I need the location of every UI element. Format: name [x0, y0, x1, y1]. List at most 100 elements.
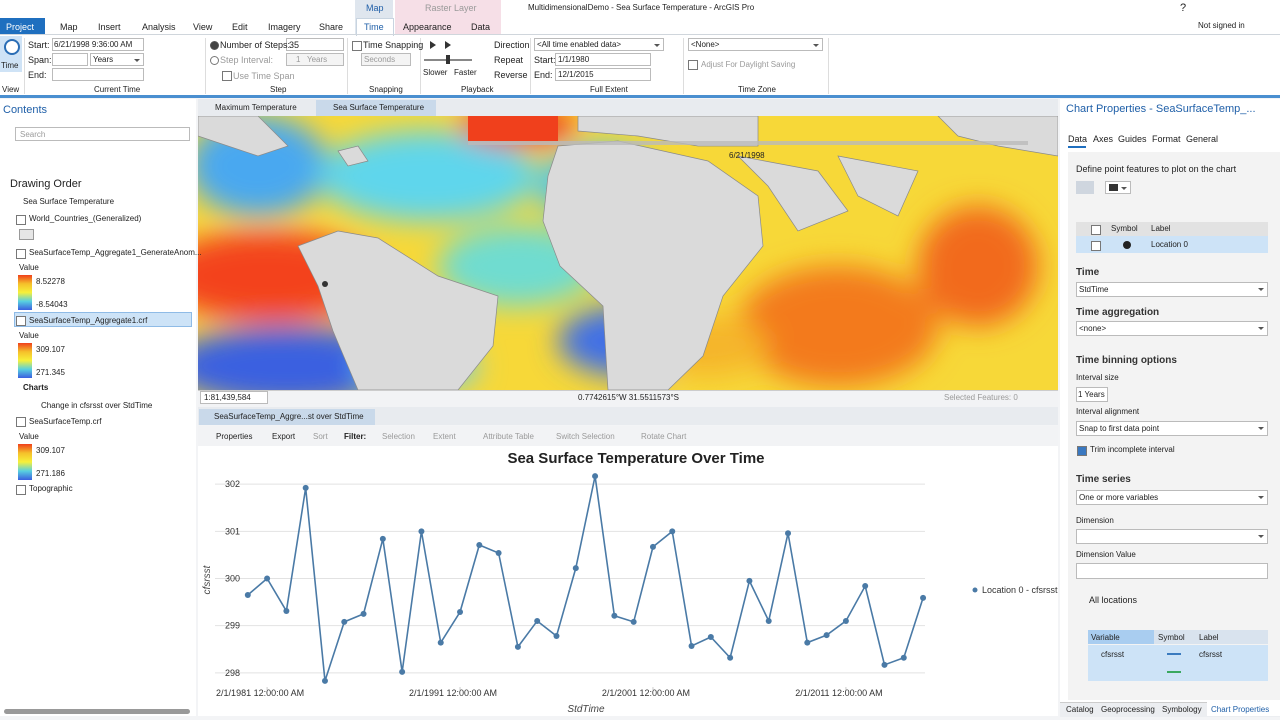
chart-tab[interactable] [199, 409, 375, 425]
tabs[interactable]: Guides [1118, 134, 1147, 144]
toolbar[interactable]: Filter: [344, 432, 367, 441]
toolbar[interactable]: Rotate Chart [641, 432, 687, 441]
time[interactable]: StdTime [1079, 285, 1109, 294]
faster[interactable]: Faster [454, 68, 477, 77]
chart-item[interactable]: Change in cfsrsst over StdTime [41, 401, 153, 410]
field[interactable] [1076, 563, 1268, 579]
radio[interactable] [210, 41, 219, 50]
help[interactable]: ? [1180, 2, 1187, 14]
series-mode[interactable]: One or more variables [1079, 493, 1159, 502]
layers[interactable]: World_Countries_(Generalized) [29, 214, 142, 223]
tabs[interactable]: Maximum Temperature [215, 103, 297, 112]
zone[interactable]: <None> [691, 40, 720, 49]
checkbox[interactable] [1091, 241, 1101, 251]
scrollbar[interactable] [4, 709, 190, 714]
scale[interactable]: 1:81,439,584 [204, 393, 251, 402]
label[interactable]: Time Snapping [363, 40, 424, 50]
layers[interactable]: Topographic [29, 484, 73, 493]
tabs[interactable]: Edit [232, 22, 248, 32]
tabs[interactable]: Data [1068, 134, 1088, 144]
symbol-picker[interactable] [1105, 181, 1131, 194]
layers[interactable]: SeaSurfaceTemp_Aggregate1_GenerateAnom..… [29, 248, 202, 257]
toolbar[interactable]: Properties [216, 432, 253, 441]
checkbox[interactable] [1077, 446, 1087, 456]
slider-thumb[interactable] [446, 55, 450, 64]
tabs[interactable]: Insert [98, 22, 121, 32]
tabs[interactable]: Sea Surface Temperature [333, 103, 425, 112]
toolbar[interactable]: Sort [313, 432, 328, 441]
slower[interactable]: Slower [423, 68, 448, 77]
dropdown[interactable] [1076, 529, 1268, 544]
aggregation[interactable]: <none> [1079, 324, 1107, 333]
search[interactable]: Search [20, 130, 46, 139]
time-button[interactable]: Time [1, 61, 19, 70]
bottom-tabs[interactable]: Symbology [1162, 705, 1202, 714]
checkbox[interactable] [1091, 225, 1101, 235]
span-unit[interactable]: Years [93, 55, 114, 64]
toolbar[interactable]: Switch Selection [556, 432, 615, 441]
bottom-tabs[interactable]: Catalog [1066, 705, 1094, 714]
play[interactable] [445, 41, 455, 49]
tabs[interactable]: View [193, 22, 213, 32]
table-rows[interactable] [1088, 645, 1268, 681]
bottom-tabs[interactable]: Chart Properties [1211, 705, 1270, 714]
field[interactable] [52, 68, 144, 81]
reverse[interactable]: Reverse [494, 70, 528, 80]
checkbox[interactable] [16, 316, 26, 326]
checkbox[interactable] [222, 71, 232, 81]
toolbar[interactable]: Attribute Table [483, 432, 534, 441]
tabs[interactable]: Time [364, 22, 384, 32]
tabs[interactable]: Data [471, 22, 491, 32]
dropdown[interactable] [534, 38, 664, 51]
checkbox[interactable] [352, 41, 362, 51]
field[interactable] [286, 53, 344, 66]
field[interactable] [1076, 387, 1108, 402]
tabs[interactable]: Imagery [268, 22, 301, 32]
tabs[interactable]: General [1186, 134, 1219, 144]
account[interactable]: Not signed in [1198, 21, 1245, 30]
field[interactable] [286, 38, 344, 51]
alignment[interactable]: Snap to first data point [1079, 424, 1160, 433]
bottom-tabs[interactable]: Geoprocessing [1101, 705, 1155, 714]
layers[interactable]: SeaSurfaceTemp.crf [29, 417, 102, 426]
tabs[interactable]: Project [6, 22, 35, 32]
dropdown[interactable] [1076, 282, 1268, 297]
active-map-tab[interactable] [316, 100, 436, 116]
checkbox[interactable] [16, 417, 26, 427]
toolbar[interactable]: Extent [433, 432, 456, 441]
table-row[interactable] [1076, 236, 1268, 253]
dropdown[interactable] [1076, 321, 1268, 336]
checkbox[interactable] [16, 485, 26, 495]
tool[interactable] [1076, 181, 1094, 194]
scale-box[interactable] [200, 391, 268, 404]
tabs[interactable]: Map [60, 22, 78, 32]
tabs[interactable]: Share [319, 22, 344, 32]
tabs[interactable]: Axes [1093, 134, 1114, 144]
play[interactable] [430, 41, 440, 49]
checkbox[interactable] [16, 215, 26, 225]
start[interactable]: 6/21/1998 9:36:00 AM [54, 40, 133, 49]
dropdown[interactable] [90, 53, 144, 66]
time-button[interactable] [0, 36, 22, 72]
tabs[interactable]: Appearance [403, 22, 452, 32]
toolbar[interactable]: Selection [382, 432, 415, 441]
dropdown[interactable] [1076, 421, 1268, 436]
field[interactable] [52, 38, 144, 51]
trim[interactable]: Trim incomplete interval [1090, 445, 1175, 454]
map[interactable] [198, 116, 1058, 390]
tabs[interactable]: Format [1152, 134, 1181, 144]
source[interactable]: <All time enabled data> [537, 40, 622, 49]
interval-size[interactable]: 1 Years [1078, 390, 1105, 399]
field[interactable] [52, 53, 88, 66]
layers[interactable]: Sea Surface Temperature [23, 197, 115, 206]
field[interactable] [555, 53, 651, 66]
number[interactable]: 35 [289, 40, 300, 50]
direction[interactable]: Direction [494, 40, 530, 50]
radio[interactable] [210, 56, 219, 65]
search-box[interactable] [15, 127, 190, 141]
field[interactable] [555, 68, 651, 81]
toolbar[interactable]: Export [272, 432, 296, 441]
dropdown[interactable] [1076, 490, 1268, 505]
checkbox[interactable] [16, 249, 26, 259]
repeat[interactable]: Repeat [494, 55, 524, 65]
